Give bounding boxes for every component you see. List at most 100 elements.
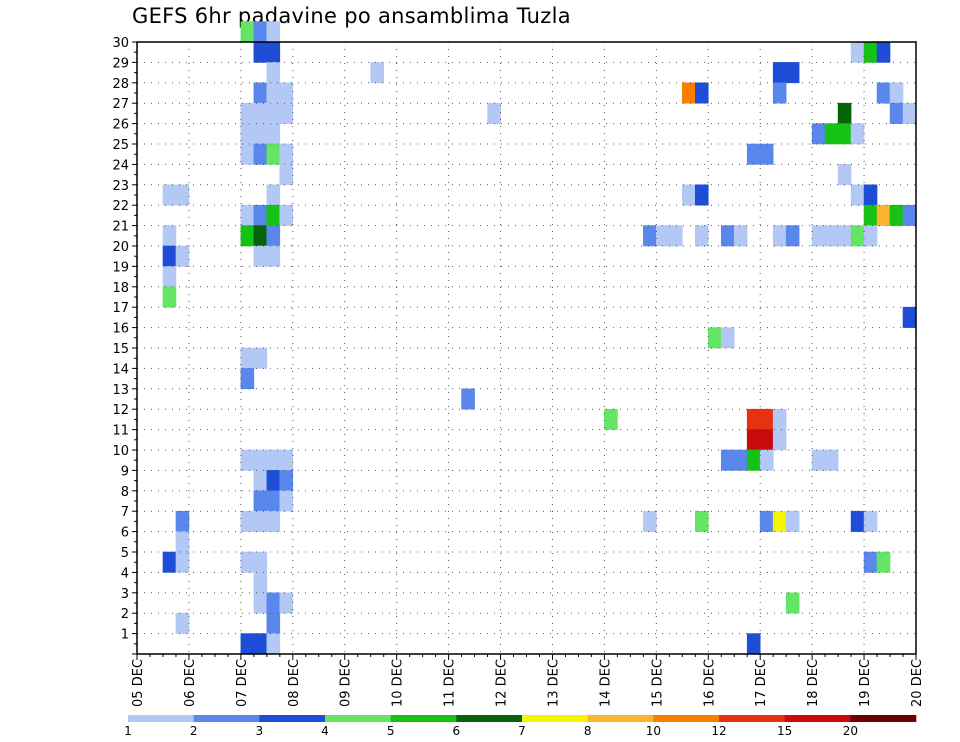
heatmap-cell bbox=[682, 184, 696, 206]
heatmap-cell bbox=[266, 490, 281, 512]
heatmap-cell bbox=[240, 102, 255, 124]
colorbar-label: 3 bbox=[256, 724, 264, 738]
heatmap-cell bbox=[720, 327, 735, 349]
heatmap-cell bbox=[876, 551, 891, 573]
heatmap-cell bbox=[162, 266, 177, 288]
x-tick-label: 08 DEC bbox=[287, 659, 302, 707]
heatmap-cell bbox=[279, 490, 294, 512]
y-tick-label: 21 bbox=[112, 220, 129, 235]
heatmap-cell bbox=[837, 164, 852, 186]
y-tick-label: 24 bbox=[112, 158, 129, 173]
heatmap-cell bbox=[902, 204, 917, 226]
heatmap-cell bbox=[772, 429, 787, 451]
y-tick-label: 17 bbox=[112, 301, 129, 316]
heatmap-cell bbox=[253, 449, 268, 471]
heatmap-cell bbox=[863, 184, 878, 206]
heatmap-cell bbox=[162, 225, 177, 247]
y-tick-label: 30 bbox=[112, 36, 129, 51]
heatmap-cell bbox=[863, 225, 878, 247]
colorbar-label: 4 bbox=[321, 724, 329, 738]
colorbar-swatch bbox=[193, 715, 260, 722]
y-tick-label: 7 bbox=[121, 505, 129, 520]
heatmap-cell bbox=[266, 41, 281, 63]
heatmap-cell bbox=[266, 143, 281, 165]
colorbar-label: 6 bbox=[453, 724, 461, 738]
heatmap-cell bbox=[253, 347, 268, 369]
heatmap-cell bbox=[604, 408, 618, 430]
heatmap-cell bbox=[253, 592, 268, 614]
heatmap-cell bbox=[162, 245, 177, 267]
colorbar-swatch bbox=[456, 715, 523, 722]
heatmap-cell bbox=[240, 449, 255, 471]
heatmap-cell bbox=[240, 347, 255, 369]
heatmap-cell bbox=[266, 225, 281, 247]
y-tick-label: 3 bbox=[121, 587, 129, 602]
heatmap-cell bbox=[902, 306, 917, 328]
heatmap-cell bbox=[720, 449, 735, 471]
heatmap-cell bbox=[279, 592, 294, 614]
y-tick-label: 1 bbox=[121, 628, 129, 643]
heatmap-cell bbox=[266, 510, 281, 532]
heatmap-cell bbox=[863, 41, 878, 63]
heatmap-cell bbox=[253, 572, 268, 594]
heatmap-cell bbox=[824, 123, 839, 145]
heatmap-cell bbox=[253, 245, 268, 267]
heatmap-cell bbox=[682, 82, 696, 104]
heatmap-cell bbox=[266, 62, 281, 84]
heatmap-cell bbox=[240, 225, 255, 247]
heatmap-cell bbox=[253, 551, 268, 573]
y-tick-label: 6 bbox=[121, 526, 129, 541]
heatmap-cell bbox=[772, 62, 787, 84]
y-axis-labels: 1234567891011121314151617181920212223242… bbox=[112, 36, 129, 643]
heatmap-cell bbox=[759, 510, 774, 532]
heatmap-cell bbox=[266, 102, 281, 124]
heatmap-cell bbox=[694, 184, 709, 206]
heatmap-cell bbox=[772, 408, 787, 430]
heatmap-cell bbox=[266, 82, 281, 104]
colorbar-swatch bbox=[850, 715, 917, 722]
y-tick-label: 9 bbox=[121, 464, 129, 479]
heatmap-cell bbox=[240, 21, 255, 43]
heatmap-cell bbox=[759, 408, 774, 430]
y-tick-label: 22 bbox=[112, 199, 129, 214]
y-tick-label: 25 bbox=[112, 138, 129, 153]
heatmap-cell bbox=[175, 531, 190, 553]
heatmap-cell bbox=[889, 102, 904, 124]
heatmap-cell bbox=[669, 225, 683, 247]
x-tick-label: 19 DEC bbox=[858, 659, 873, 707]
heatmap-cell bbox=[746, 143, 761, 165]
heatmap-cell bbox=[175, 612, 190, 634]
heatmap-cell bbox=[266, 633, 281, 655]
heatmap-cell bbox=[487, 102, 501, 124]
x-tick-label: 16 DEC bbox=[702, 659, 717, 707]
heatmap-cell bbox=[694, 225, 709, 247]
heatmap-cell bbox=[240, 143, 255, 165]
chart-title: GEFS 6hr padavine po ansamblima Tuzla bbox=[132, 4, 571, 28]
heatmap-cell bbox=[175, 551, 190, 573]
heatmap-cell bbox=[785, 225, 800, 247]
heatmap-cell bbox=[837, 123, 852, 145]
heatmap-cell bbox=[266, 123, 281, 145]
heatmap-cell bbox=[240, 123, 255, 145]
colorbar-label: 8 bbox=[584, 724, 592, 738]
heatmap-cell bbox=[759, 143, 774, 165]
x-axis-labels: 05 DEC 06 DEC 07 DEC 08 DEC 09 DEC 10 DEC 11 D… bbox=[131, 659, 925, 707]
heatmap-cell bbox=[279, 82, 294, 104]
heatmap-cell bbox=[694, 510, 709, 532]
heatmap-cell bbox=[824, 225, 839, 247]
x-tick-label: 17 DEC bbox=[754, 659, 769, 707]
heatmap-cell bbox=[759, 429, 774, 451]
colorbar-label: 20 bbox=[843, 724, 858, 738]
y-tick-label: 23 bbox=[112, 179, 129, 194]
colorbar-swatch bbox=[784, 715, 851, 722]
heatmap-cell bbox=[772, 510, 787, 532]
heatmap-cell bbox=[253, 225, 268, 247]
heatmap-cell bbox=[785, 510, 800, 532]
x-tick-label: 06 DEC bbox=[183, 659, 198, 707]
y-tick-label: 4 bbox=[121, 566, 129, 581]
heatmap-cell bbox=[850, 184, 865, 206]
heatmap-cell bbox=[863, 510, 878, 532]
heatmap-cell bbox=[279, 470, 294, 492]
y-tick-label: 11 bbox=[112, 424, 129, 439]
heatmap-cell bbox=[863, 551, 878, 573]
